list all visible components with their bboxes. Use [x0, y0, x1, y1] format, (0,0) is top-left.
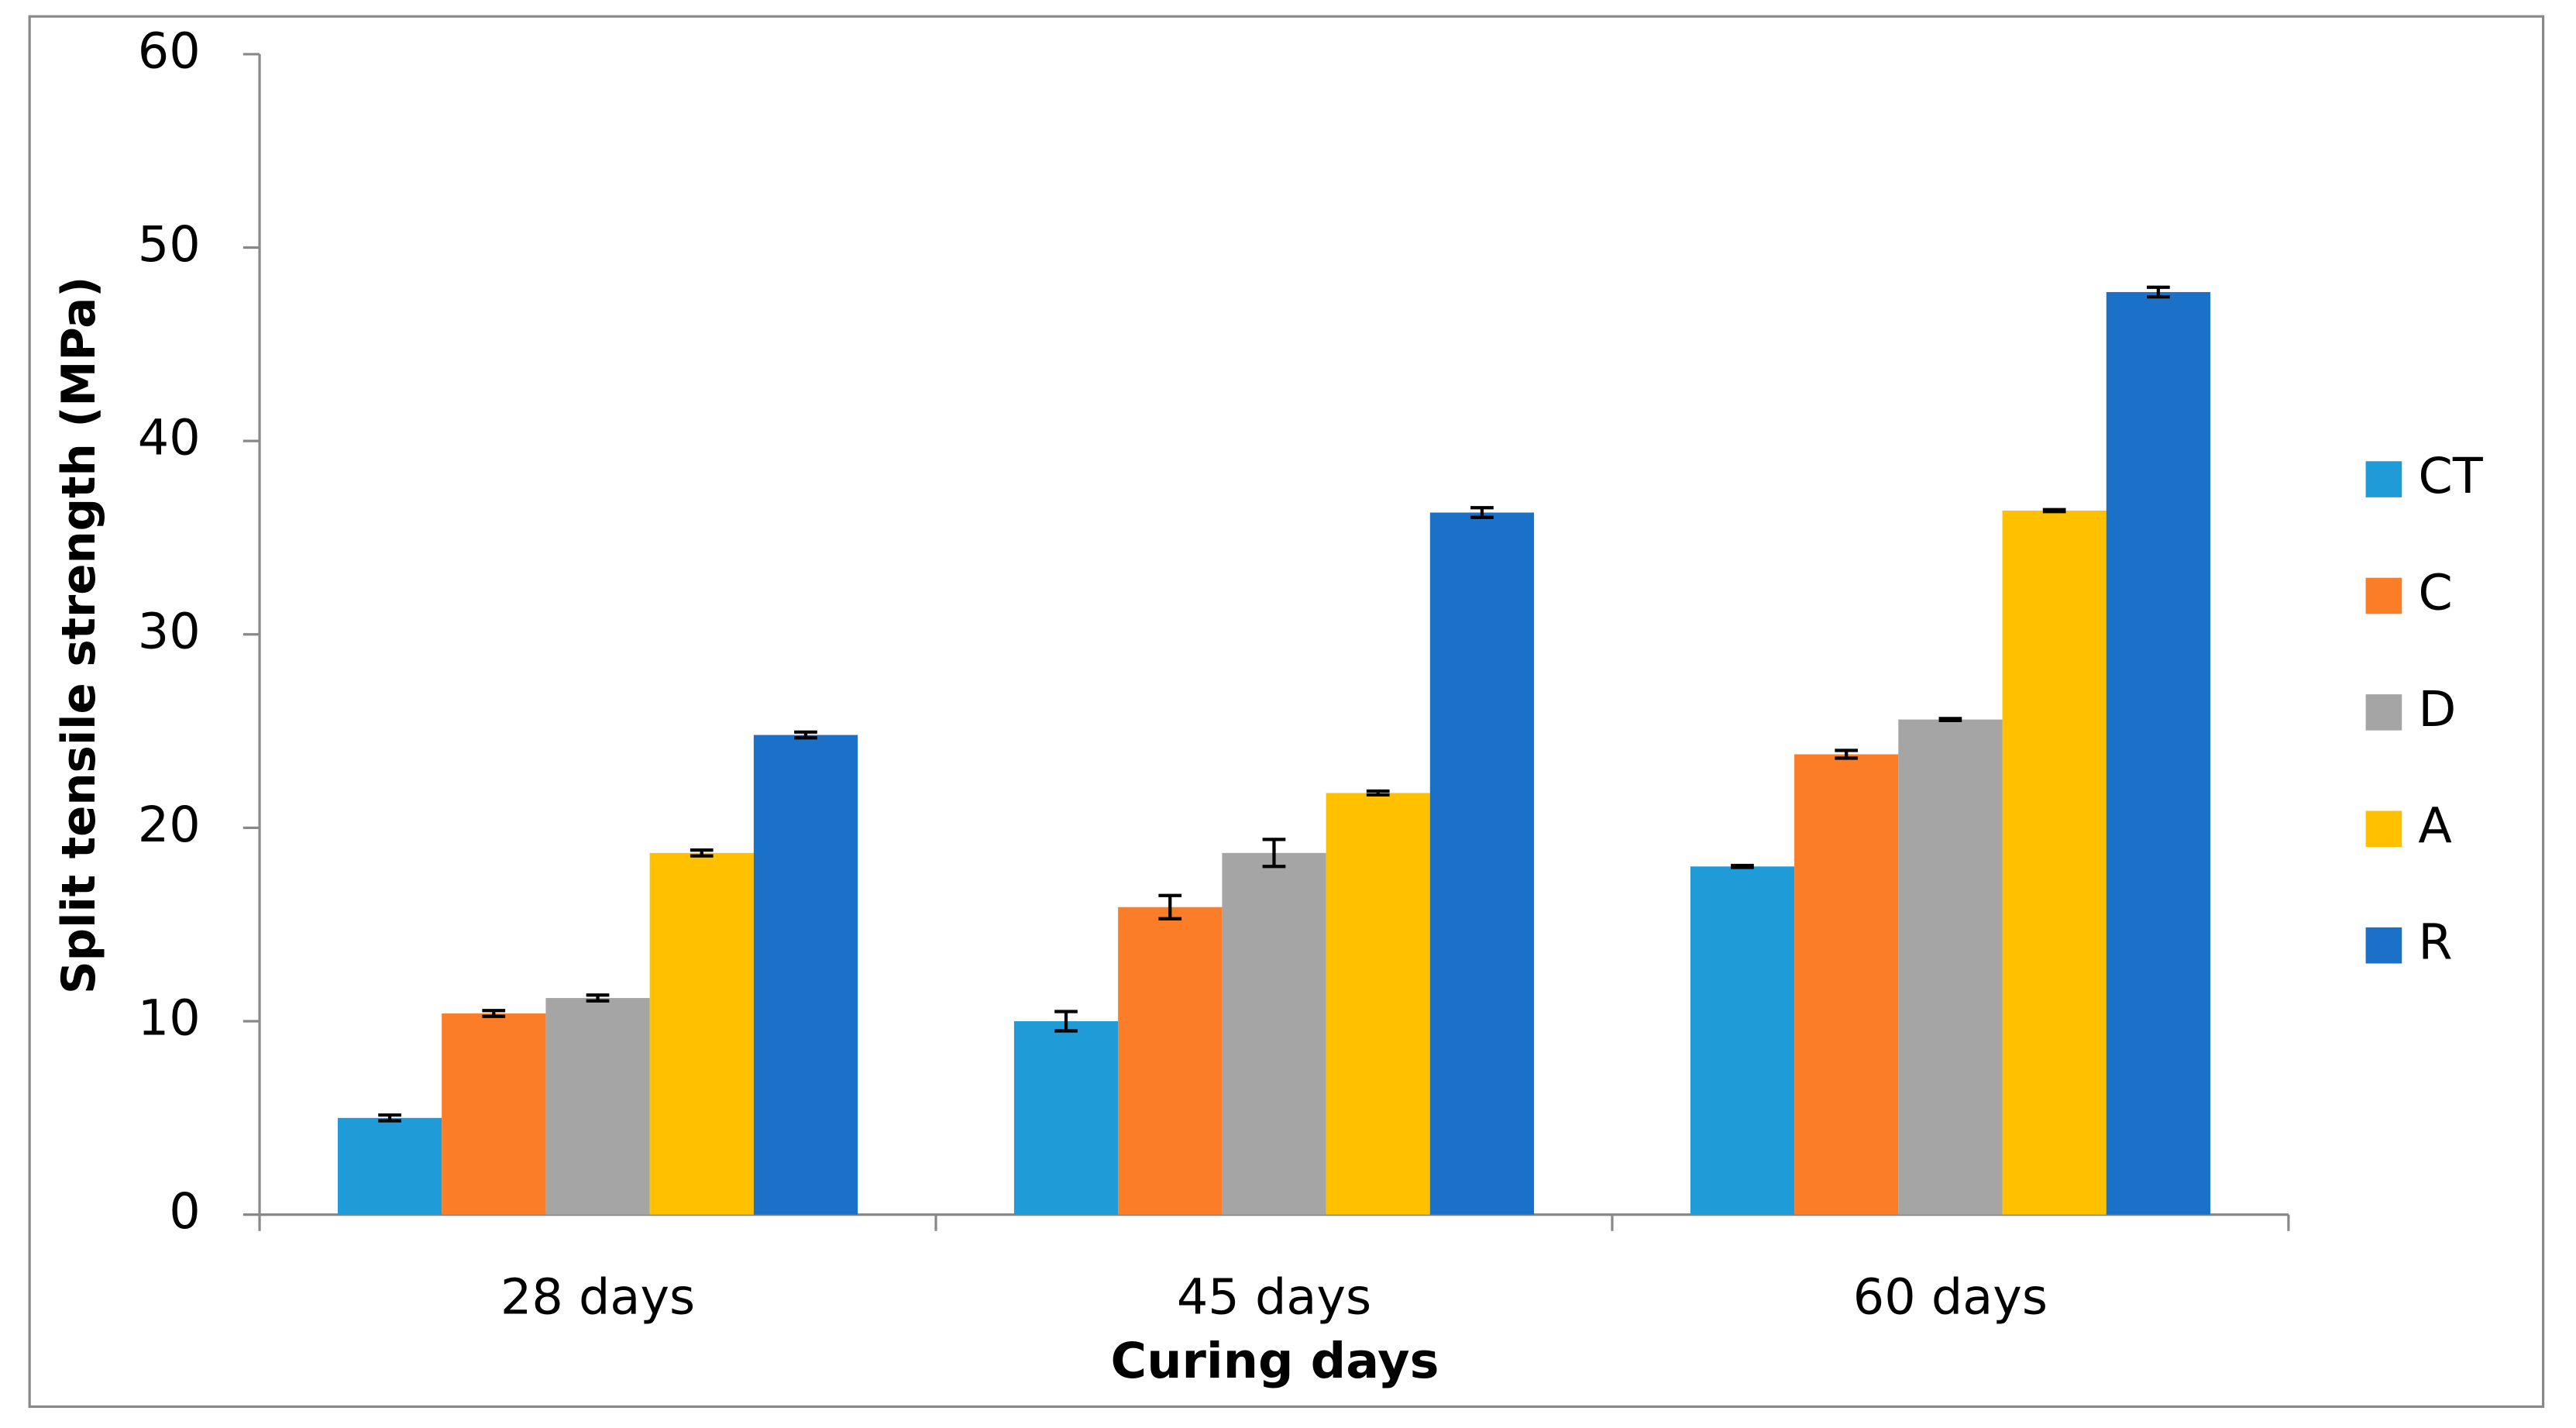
error-bar [482, 1009, 506, 1018]
y-tick-label: 30 [138, 602, 201, 659]
legend-swatch [2365, 461, 2402, 497]
y-tick-label: 60 [138, 22, 201, 80]
bar [545, 998, 650, 1215]
legend-swatch [2365, 810, 2402, 848]
error-bar [1835, 748, 1859, 760]
legend-label: C [2418, 564, 2452, 621]
y-tick-label: 0 [169, 1182, 200, 1240]
error-bar [794, 730, 817, 740]
bar [1222, 852, 1326, 1215]
bar [2106, 291, 2211, 1215]
legend-label: A [2418, 797, 2452, 854]
y-axis-label: Split tensile strength (MPa) [52, 277, 105, 994]
x-tick-label: 45 days [1177, 1268, 1371, 1325]
legend-swatch [2365, 927, 2402, 964]
bar [1898, 719, 2003, 1215]
error-bar [586, 993, 610, 1003]
bar [1690, 866, 1795, 1215]
legend-label: CT [2418, 447, 2483, 504]
bar [1326, 793, 1430, 1215]
bar [649, 852, 754, 1215]
error-bar [690, 848, 714, 858]
bar [1013, 1020, 1119, 1215]
y-tick-label: 50 [138, 215, 201, 273]
error-bar [2042, 508, 2066, 514]
bar [1118, 907, 1223, 1215]
bar [1794, 754, 1899, 1215]
bar [337, 1117, 442, 1215]
y-tick-label: 40 [138, 409, 201, 466]
error-bar [1158, 893, 1182, 920]
y-tick-label: 20 [138, 796, 201, 853]
x-tick-label: 60 days [1853, 1268, 2048, 1325]
error-bar [1366, 789, 1390, 797]
bar [2002, 511, 2107, 1215]
error-bar [1262, 838, 1286, 869]
bar [1429, 512, 1535, 1215]
error-bar [2147, 285, 2170, 299]
bar [442, 1013, 546, 1215]
x-axis-label: Curing days [1111, 1332, 1439, 1389]
error-bar [1731, 863, 1754, 869]
bar [753, 735, 858, 1215]
error-bar [378, 1113, 401, 1123]
error-bar [1938, 717, 1962, 722]
error-bar [1470, 506, 1494, 519]
x-tick-label: 28 days [500, 1268, 695, 1325]
legend-label: R [2418, 914, 2452, 971]
legend-label: D [2418, 680, 2456, 738]
legend-swatch [2365, 694, 2402, 731]
legend-swatch [2365, 577, 2402, 614]
error-bar [1054, 1010, 1078, 1033]
y-tick-label: 10 [138, 989, 201, 1047]
